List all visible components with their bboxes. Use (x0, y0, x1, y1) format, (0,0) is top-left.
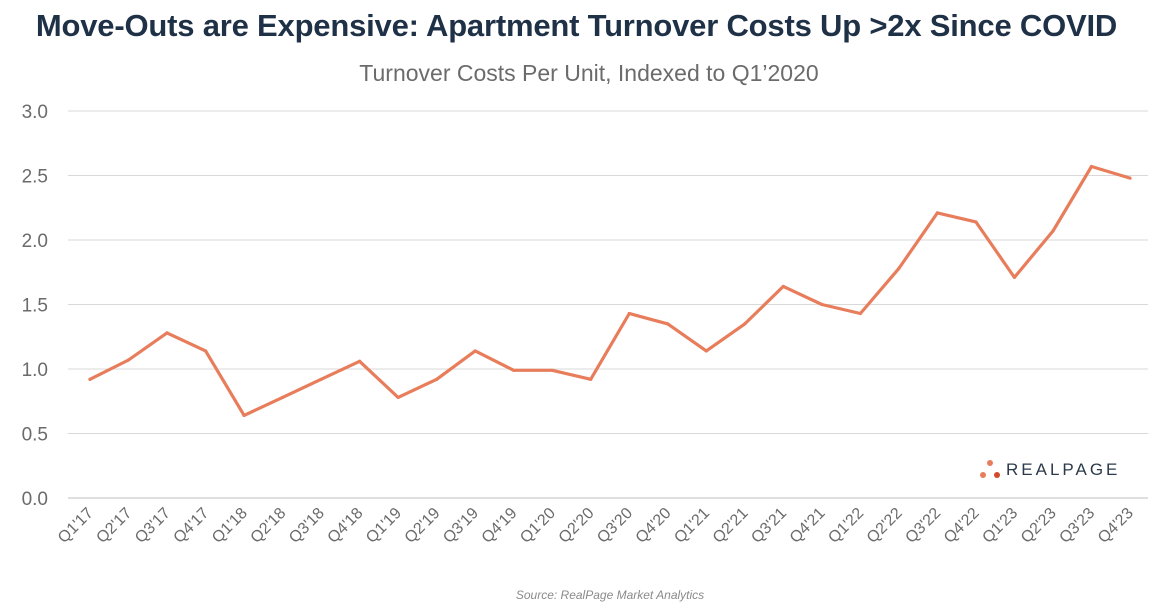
data-point (88, 377, 92, 381)
logo-dot (980, 472, 986, 478)
x-tick-label: Q4'23 (1095, 505, 1137, 547)
x-tick-label: Q4'22 (941, 505, 983, 547)
data-point (627, 311, 631, 316)
data-point (743, 322, 747, 326)
x-tick-label: Q3'18 (286, 505, 328, 547)
data-point (935, 211, 940, 215)
x-tick-label: Q2'22 (864, 505, 906, 547)
y-tick-label: 1.5 (22, 296, 48, 317)
data-point (1012, 275, 1017, 280)
realpage-logo: REALPAGE (978, 458, 1120, 482)
data-point (666, 322, 670, 326)
y-tick-label: 0.5 (22, 425, 48, 446)
data-point (126, 358, 131, 362)
data-point (358, 359, 362, 363)
x-tick-label: Q3'20 (594, 505, 636, 547)
x-tick-label: Q4'20 (633, 505, 675, 547)
data-point (165, 331, 169, 335)
x-tick-label: Q3'17 (132, 505, 174, 547)
x-tick-label: Q3'21 (748, 505, 790, 547)
x-tick-label: Q4'19 (479, 505, 521, 547)
data-point (280, 395, 285, 399)
x-tick-label: Q2'19 (402, 505, 444, 547)
x-tick-label: Q3'23 (1056, 505, 1098, 547)
y-tick-label: 0.0 (22, 489, 48, 510)
x-tick-label: Q2'23 (1018, 505, 1060, 547)
chart-subtitle: Turnover Costs Per Unit, Indexed to Q1’2… (359, 60, 819, 86)
data-point (435, 377, 439, 381)
y-tick-label: 2.5 (22, 167, 48, 188)
x-tick-label: Q1'20 (517, 505, 559, 547)
x-tick-label: Q3'22 (902, 505, 944, 547)
x-tick-label: Q1'21 (671, 505, 713, 547)
data-point (319, 377, 323, 381)
x-tick-label: Q2'21 (710, 505, 752, 547)
x-tick-label: Q1'22 (825, 505, 867, 547)
series-line (88, 164, 1132, 417)
source-note: Source: RealPage Market Analytics (515, 588, 705, 602)
data-point (704, 349, 708, 353)
logo-dot (987, 460, 993, 466)
x-tick-label: Q1'23 (979, 505, 1021, 547)
x-tick-label: Q2'18 (248, 505, 290, 547)
x-tick-label: Q3'19 (440, 505, 482, 547)
data-point (1128, 176, 1132, 180)
y-tick-label: 2.0 (22, 231, 48, 252)
chart-title: Move-Outs are Expensive: Apartment Turno… (35, 8, 1118, 43)
realpage-logo-mark-icon (978, 458, 1002, 482)
x-tick-label: Q1'19 (363, 505, 405, 547)
data-point (781, 284, 785, 289)
data-point (203, 349, 208, 353)
logo-text: REALPAGE (1006, 460, 1121, 479)
x-tick-label: Q4'17 (171, 505, 213, 547)
x-tick-label: Q4'21 (787, 505, 829, 547)
x-tick-label: Q2'17 (93, 505, 135, 547)
data-point (396, 395, 400, 399)
x-tick-label: Q4'18 (325, 505, 367, 547)
data-point (820, 302, 824, 307)
data-point (589, 377, 593, 381)
data-point (242, 413, 246, 418)
x-tick-label: Q1'17 (55, 505, 97, 547)
data-point (473, 349, 477, 353)
x-tick-label: Q1'18 (209, 505, 251, 547)
y-tick-label: 1.0 (22, 360, 48, 381)
y-tick-label: 3.0 (22, 102, 48, 123)
data-point (897, 266, 901, 270)
logo-dot (994, 472, 1000, 478)
data-point (1051, 229, 1055, 233)
data-point (974, 220, 978, 224)
data-point (858, 311, 862, 316)
data-point (512, 368, 516, 372)
data-point (550, 368, 554, 372)
data-point (1089, 164, 1094, 169)
x-tick-label: Q2'20 (556, 505, 598, 547)
